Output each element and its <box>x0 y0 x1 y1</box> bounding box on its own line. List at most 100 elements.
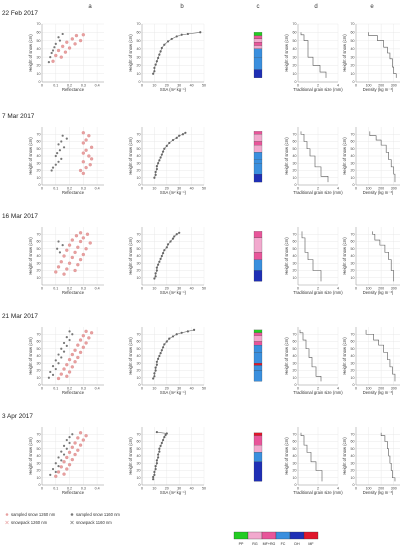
ssa-point <box>153 375 156 378</box>
y-tick-label: 30 <box>293 461 297 465</box>
x-tick-label: 0 <box>141 487 143 491</box>
reflectance-1260-point <box>65 455 69 460</box>
y-tick-label: 40 <box>351 254 355 258</box>
y-tick-label: 70 <box>351 232 355 236</box>
reflectance-1260-point <box>87 154 91 158</box>
reflectance-1160-point <box>58 251 62 254</box>
reflectance-1260-point <box>78 431 83 435</box>
y-tick-label: 60 <box>37 30 41 34</box>
y-tick-label: 30 <box>293 55 297 59</box>
ssa-point <box>155 167 158 171</box>
x-tick-label: 300 <box>391 387 397 391</box>
reflectance-1160-point <box>50 169 53 172</box>
x-tick-label: 0.2 <box>67 487 72 491</box>
y-tick-label: 50 <box>293 247 297 251</box>
x-tick-label: 0.2 <box>67 187 72 191</box>
x-tick-label: 0 <box>355 387 357 391</box>
layer-RG <box>253 45 263 49</box>
y-tick-label: 60 <box>37 440 41 444</box>
y-tick-label: 40 <box>351 47 355 51</box>
ssa-point <box>154 173 157 176</box>
reflectance-1260-point <box>67 370 72 374</box>
legend-item-label: snowpack 1160 nm <box>76 520 112 525</box>
ssa-point <box>154 275 157 278</box>
reflectance-1160-point <box>57 143 60 146</box>
reflectance-1260-point <box>84 165 88 170</box>
ssa-point <box>157 456 160 459</box>
reflectance-1160-point <box>56 247 59 250</box>
reflectance-1160-point <box>54 42 57 45</box>
axes-frame <box>355 427 400 486</box>
reflectance-1260-point <box>62 254 66 258</box>
ssa-point <box>166 243 170 246</box>
y-axis-label: Height of snow (cm) <box>28 437 33 475</box>
x-tick-label: 300 <box>391 84 397 88</box>
reflectance-1260-point <box>78 38 83 43</box>
y-tick-label: 30 <box>293 361 297 365</box>
reflectance-1260-point <box>74 234 79 238</box>
layer-FC <box>253 452 263 462</box>
x-tick-label: 0 <box>41 84 43 88</box>
stratigraphy-column <box>253 32 263 78</box>
ssa-panel: 0 10 20 30 40 50 0 10 20 30 40 50 60 70 SSA (m² kg⁻¹) H… <box>128 127 206 195</box>
y-tick-label: 50 <box>137 447 141 451</box>
y-tick-label: 30 <box>293 161 297 165</box>
axes-frame <box>141 24 204 83</box>
x-tick-label: 0.3 <box>81 187 86 191</box>
axes-frame <box>41 227 104 286</box>
column-header-d: d <box>314 4 317 10</box>
reflectance-1260-point <box>78 443 83 447</box>
y-tick-label: 10 <box>37 276 41 280</box>
y-tick-label: 60 <box>137 440 141 444</box>
ssa-point <box>159 257 162 260</box>
x-axis-label: Density (kg m⁻³) <box>363 490 394 495</box>
layer-RG <box>253 145 263 153</box>
density-panel: 0 100 200 300 0 10 20 30 40 50 60 70 Density (kg m⁻³… <box>342 327 400 395</box>
reflectance-1260-point <box>87 134 91 138</box>
reflectance-1160-point <box>65 336 68 339</box>
reflectance-1160-point <box>60 157 63 160</box>
x-tick-label: 200 <box>378 287 384 291</box>
y-tick-label: 20 <box>137 269 141 273</box>
reflectance-1160-point <box>57 240 60 243</box>
y-tick-label: 40 <box>293 154 297 158</box>
class-label: MF+RG <box>263 542 276 546</box>
layer-MF <box>253 363 263 366</box>
reflectance-1160-point <box>54 163 57 166</box>
y-tick-label: 20 <box>137 169 141 173</box>
class-swatch-RG <box>247 531 263 540</box>
y-tick-label: 70 <box>293 22 297 26</box>
reflectance-1260-point <box>81 236 85 240</box>
x-axis-label: Reflectance <box>62 390 85 395</box>
grain-size-panel: 0 2 4 10 20 30 40 50 60 70 Traditional grain size … <box>284 227 343 295</box>
x-tick-label: 10 <box>152 387 156 391</box>
x-tick-label: 0 <box>355 487 357 491</box>
reflectance-1260-point <box>73 452 77 457</box>
x-axis-label: SSA (m² kg⁻¹) <box>160 390 187 395</box>
x-tick-label: 40 <box>190 387 194 391</box>
reflectance-1260-point <box>87 336 91 340</box>
layer-FC <box>253 365 263 371</box>
legend-marker-cross <box>5 520 9 525</box>
class-label: MF <box>308 542 314 546</box>
reflectance-1160-point <box>60 140 63 143</box>
class-label: PP <box>239 542 244 546</box>
x-tick-label: 50 <box>202 84 206 88</box>
reflectance-1260-point <box>81 252 85 257</box>
y-axis-label: Height of snow (cm) <box>128 34 133 72</box>
axes-frame <box>297 427 338 486</box>
y-axis-label: Height of snow (cm) <box>128 437 133 475</box>
x-tick-label: 100 <box>366 487 372 491</box>
reflectance-1160-point <box>49 370 52 374</box>
x-tick-label: 2 <box>317 187 319 191</box>
x-tick-label: 50 <box>202 387 206 391</box>
layer-FC <box>253 370 263 382</box>
axes-frame <box>297 227 338 286</box>
x-tick-label: 0.1 <box>53 187 58 191</box>
x-tick-label: 40 <box>190 487 194 491</box>
reflectance-1160-point <box>51 365 55 368</box>
y-tick-label: 60 <box>137 140 141 144</box>
